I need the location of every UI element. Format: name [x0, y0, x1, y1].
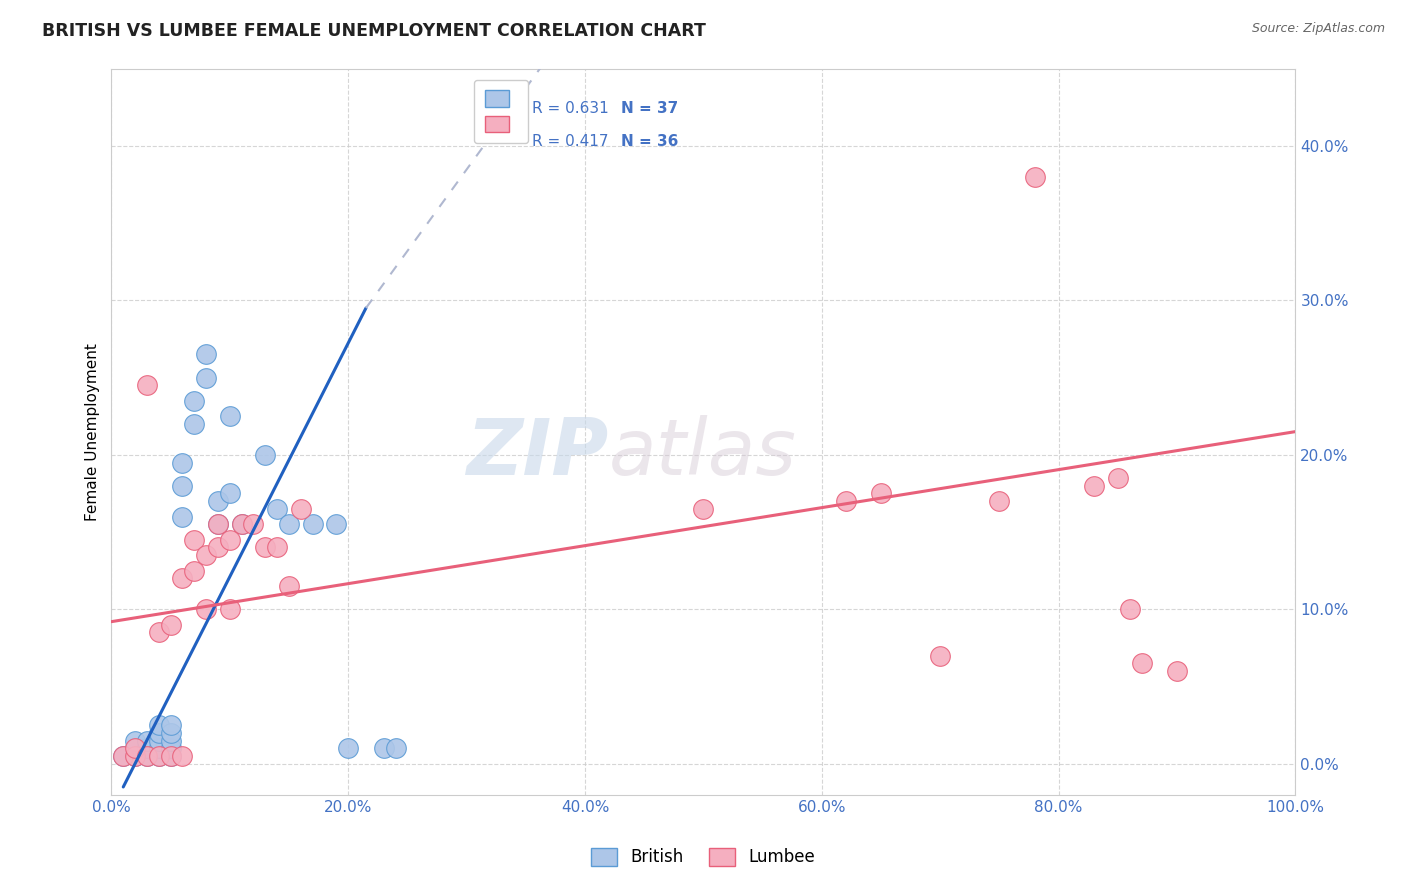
Point: [124, 741, 146, 756]
Point: [183, 564, 205, 578]
Point: [218, 409, 240, 424]
Point: [1083, 478, 1105, 492]
Point: [136, 733, 159, 747]
Point: [159, 733, 181, 747]
Point: [172, 509, 194, 524]
Point: [870, 486, 893, 500]
Point: [218, 602, 240, 616]
Point: [172, 456, 194, 470]
Point: [172, 749, 194, 764]
Point: [337, 741, 360, 756]
Text: R = 0.417: R = 0.417: [531, 134, 609, 149]
Point: [254, 541, 277, 555]
Point: [183, 533, 205, 547]
Text: R = 0.631: R = 0.631: [531, 101, 609, 116]
Point: [148, 718, 170, 732]
Point: [136, 378, 159, 392]
Point: [172, 478, 194, 492]
Point: [159, 718, 181, 732]
Point: [266, 501, 288, 516]
Point: [112, 749, 135, 764]
Point: [1166, 664, 1188, 678]
Point: [1118, 602, 1140, 616]
Point: [988, 494, 1011, 508]
Point: [148, 749, 170, 764]
Point: [301, 517, 323, 532]
Point: [325, 517, 347, 532]
Point: [290, 501, 312, 516]
Point: [136, 741, 159, 756]
Point: [159, 741, 181, 756]
Point: [278, 579, 301, 593]
Point: [195, 548, 218, 562]
Text: N = 37: N = 37: [620, 101, 678, 116]
Point: [1107, 471, 1129, 485]
Point: [183, 393, 205, 408]
Text: atlas: atlas: [609, 416, 797, 491]
Text: ZIP: ZIP: [467, 416, 609, 491]
Legend: , : ,: [474, 79, 527, 143]
Point: [124, 749, 146, 764]
Point: [384, 741, 406, 756]
Point: [124, 741, 146, 756]
Point: [231, 517, 253, 532]
Point: [266, 541, 288, 555]
Point: [207, 517, 229, 532]
Point: [218, 533, 240, 547]
Point: [148, 741, 170, 756]
Point: [207, 517, 229, 532]
Point: [373, 741, 395, 756]
Point: [207, 494, 229, 508]
Point: [124, 733, 146, 747]
Point: [159, 749, 181, 764]
Point: [834, 494, 856, 508]
Point: [172, 571, 194, 585]
Point: [692, 501, 714, 516]
Point: [159, 749, 181, 764]
Point: [148, 733, 170, 747]
Point: [1024, 169, 1046, 184]
Point: [148, 726, 170, 740]
Point: [159, 726, 181, 740]
Point: [195, 602, 218, 616]
Legend: British, Lumbee: British, Lumbee: [582, 839, 824, 875]
Point: [195, 370, 218, 384]
Point: [254, 448, 277, 462]
Point: [1130, 657, 1153, 671]
Point: [929, 648, 952, 663]
Text: N = 36: N = 36: [620, 134, 678, 149]
Text: Source: ZipAtlas.com: Source: ZipAtlas.com: [1251, 22, 1385, 36]
Point: [278, 517, 301, 532]
Point: [136, 749, 159, 764]
Y-axis label: Female Unemployment: Female Unemployment: [86, 343, 100, 521]
Point: [124, 749, 146, 764]
Point: [242, 517, 264, 532]
Point: [183, 417, 205, 431]
Point: [159, 617, 181, 632]
Point: [231, 517, 253, 532]
Point: [207, 541, 229, 555]
Point: [112, 749, 135, 764]
Point: [195, 347, 218, 361]
Point: [148, 749, 170, 764]
Point: [218, 486, 240, 500]
Text: BRITISH VS LUMBEE FEMALE UNEMPLOYMENT CORRELATION CHART: BRITISH VS LUMBEE FEMALE UNEMPLOYMENT CO…: [42, 22, 706, 40]
Point: [148, 625, 170, 640]
Point: [136, 749, 159, 764]
